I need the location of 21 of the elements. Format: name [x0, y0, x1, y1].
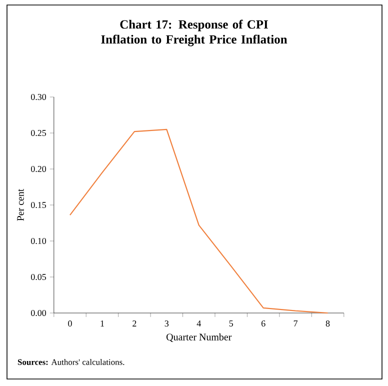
- x-tick-label: 3: [164, 320, 169, 327]
- y-tick-label: 0.30: [31, 94, 46, 100]
- y-tick-label: 0.20: [31, 166, 46, 172]
- y-tick-label: 0.00: [31, 310, 46, 316]
- y-tick-label: 0.15: [31, 202, 46, 208]
- x-axis-title: Quarter Number: [166, 333, 232, 342]
- y-tick-label: 0.25: [31, 130, 46, 136]
- x-tick-label: 0: [68, 320, 72, 327]
- y-tick-label: 0.10: [31, 238, 46, 244]
- x-tick-label: 5: [229, 320, 234, 326]
- x-tick-label: 8: [326, 320, 330, 327]
- x-tick-label: 4: [196, 320, 201, 326]
- text: Sources: Authors' calculations.: [18, 359, 124, 366]
- x-tick-label: 7: [294, 320, 298, 326]
- x-tick-label: 2: [132, 320, 136, 326]
- x-tick-label: 1: [100, 320, 104, 326]
- x-tick-label: 6: [261, 320, 266, 327]
- y-tick-label: 0.05: [31, 274, 46, 280]
- line-series: [69, 128, 328, 314]
- chart-title: Chart 17: Response of CPI Inflation to Freight Price Inflation: [101, 20, 288, 46]
- y-axis-title: Per cent: [17, 188, 24, 221]
